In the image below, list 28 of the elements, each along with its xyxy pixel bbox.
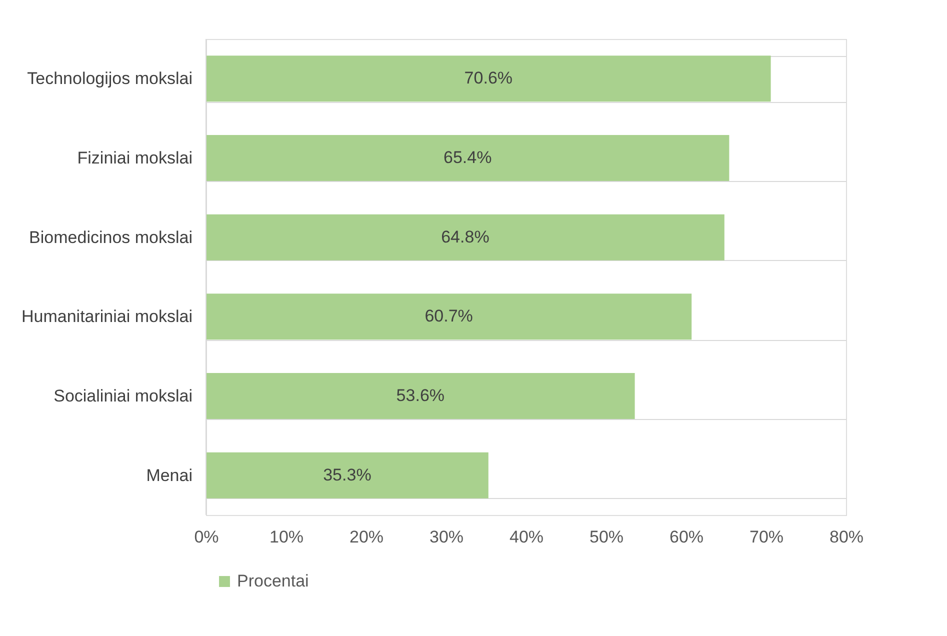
y-tick-label: Technologijos mokslai <box>27 69 192 88</box>
y-tick-label: Socialiniai mokslai <box>54 386 192 406</box>
data-label: 35.3% <box>323 465 372 484</box>
x-tick-label: 0% <box>194 528 219 546</box>
bar <box>206 452 488 498</box>
x-tick-label: 60% <box>669 528 704 546</box>
bar <box>206 372 635 420</box>
bar <box>206 134 730 182</box>
y-tick-label: Biomedicinos mokslai <box>29 228 192 247</box>
x-tick-label: 70% <box>749 528 784 546</box>
x-tick-label: 50% <box>589 528 624 546</box>
bar <box>206 294 692 340</box>
data-label: 64.8% <box>441 227 490 246</box>
legend-label: Procentai <box>237 572 309 590</box>
data-label: 70.6% <box>464 68 512 88</box>
data-label: 65.4% <box>444 148 492 167</box>
bar <box>206 214 724 260</box>
x-tick-label: 20% <box>349 528 384 546</box>
y-tick-label: Menai <box>146 466 192 485</box>
data-label: 60.7% <box>424 306 473 326</box>
y-tick-label: Fiziniai mokslai <box>77 148 192 168</box>
x-tick-label: 80% <box>829 528 864 546</box>
bar <box>206 56 771 102</box>
x-tick-label: 40% <box>509 528 544 546</box>
data-label: 53.6% <box>396 386 444 405</box>
x-tick-label: 30% <box>429 528 464 546</box>
y-tick-label: Humanitariniai mokslai <box>21 307 192 326</box>
x-tick-label: 10% <box>269 528 304 546</box>
